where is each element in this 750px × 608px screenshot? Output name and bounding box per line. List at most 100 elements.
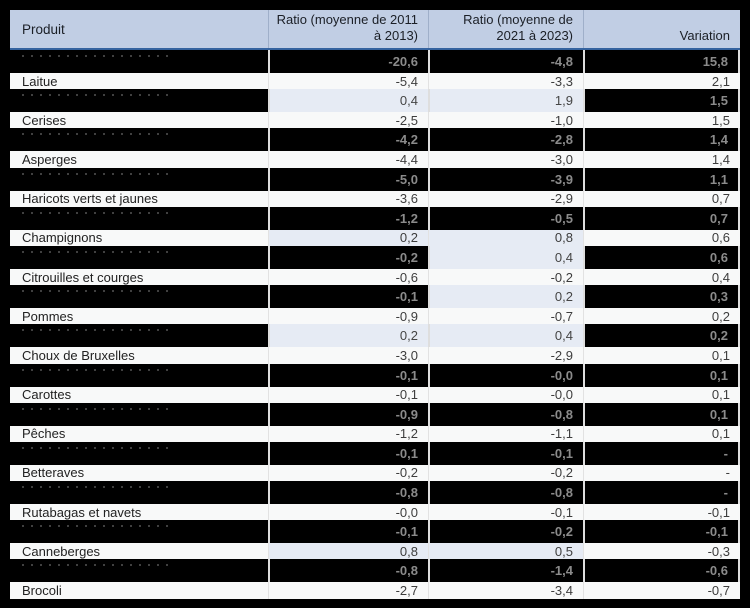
ratio-2011-2013-cell: -0,1	[268, 363, 428, 387]
variation-cell: 1,5	[583, 112, 740, 129]
ratio-2011-2013-cell: -1,2	[268, 206, 428, 230]
ratio-2011-2013-cell: -4,4	[268, 151, 428, 168]
product-name-cell	[10, 324, 268, 347]
table-row: Haricots verts et jaunes -3,6 -2,9 0,7	[10, 190, 740, 207]
ratio-2021-2023-cell: 0,4	[428, 245, 583, 269]
ratio-2011-2013-cell: -4,2	[268, 128, 428, 152]
ratio-2021-2023-cell: -0,8	[428, 402, 583, 426]
product-name-cell	[10, 285, 268, 308]
table-row: Pommes -0,9 -0,7 0,2	[10, 308, 740, 325]
variation-cell: 15,8	[583, 50, 740, 73]
table-row-redacted: 0,2 0,4 0,2	[10, 324, 740, 348]
table-row-redacted: -0,2 0,4 0,6	[10, 245, 740, 269]
ratio-2021-2023-cell: -2,9	[428, 190, 583, 207]
column-header-ratio-2021-2023: Ratio (moyenne de 2021 à 2023)	[428, 10, 583, 48]
table-row: Betteraves -0,2 -0,2-	[10, 464, 740, 482]
product-name-cell: Brocoli	[22, 583, 62, 599]
ratio-2011-2013-cell: -0,6	[268, 268, 428, 286]
ratio-2021-2023-cell: -0,7	[428, 308, 583, 325]
product-name-cell	[10, 520, 268, 543]
variation-cell: -0,1	[583, 504, 740, 521]
table-row-redacted: -0,1 -0,0 0,1	[10, 363, 740, 387]
ratio-2021-2023-cell: -0,2	[428, 520, 583, 544]
ratio-2021-2023-cell: -1,0	[428, 112, 583, 129]
product-name-cell	[10, 442, 268, 465]
ratio-2021-2023-cell: -3,4	[428, 582, 583, 599]
product-name-cell	[10, 481, 268, 504]
product-name-cell	[10, 128, 268, 151]
variation-cell: 1,4	[583, 151, 740, 168]
ratio-2021-2023-cell: 0,8	[428, 229, 583, 246]
variation-cell: 1,4	[583, 128, 740, 152]
ratio-2011-2013-cell: -5,4	[268, 73, 428, 90]
table-row: Pêches -1,2 -1,1 0,1	[10, 425, 740, 442]
ratio-2011-2013-cell: -0,8	[268, 559, 428, 583]
product-name-cell: Citrouilles et courges	[22, 269, 144, 285]
ratio-2011-2013-cell: -3,0	[268, 347, 428, 364]
table-row-redacted: -0,9 -0,8 0,1	[10, 402, 740, 426]
ratio-2011-2013-cell: 0,2	[268, 229, 428, 246]
table-row-redacted: -0,1 0,2 0,3	[10, 285, 740, 309]
variation-cell: 0,1	[583, 363, 740, 387]
product-name-cell: Pommes	[22, 308, 74, 324]
ratio-2011-2013-cell: 0,4	[268, 89, 428, 113]
variation-cell: -	[583, 464, 740, 482]
ratio-2011-2013-cell: -20,6	[268, 50, 428, 73]
product-name-cell: Champignons	[22, 230, 103, 246]
ratio-2011-2013-cell: -0,9	[268, 308, 428, 325]
ratio-2021-2023-cell: -3,9	[428, 167, 583, 191]
table-row: Rutabagas et navets -0,0 -0,1 -0,1	[10, 504, 740, 521]
table-row: Asperges -4,4 -3,0 1,4	[10, 151, 740, 168]
ratio-2011-2013-cell: -5,0	[268, 167, 428, 191]
variation-cell: 0,1	[583, 402, 740, 426]
table-row: Laitue -5,4 -3,3 2,1	[10, 73, 740, 90]
product-name-cell: Rutabagas et navets	[22, 504, 142, 520]
ratio-2021-2023-cell: 0,4	[428, 324, 583, 348]
variation-cell: 2,1	[583, 73, 740, 90]
variation-cell: 0,2	[583, 308, 740, 325]
ratio-2011-2013-cell: -0,1	[268, 386, 428, 403]
ratio-2021-2023-cell: -1,4	[428, 559, 583, 583]
column-header-ratio-2011-2013: Ratio (moyenne de 2011 à 2013)	[268, 10, 428, 48]
variation-cell: 0,3	[583, 285, 740, 309]
ratio-2011-2013-cell: -0,2	[268, 464, 428, 482]
ratio-2021-2023-cell: -0,1	[428, 441, 583, 465]
ratio-2021-2023-cell: -0,0	[428, 363, 583, 387]
table-row: Choux de Bruxelles -3,0 -2,9 0,1	[10, 347, 740, 364]
ratio-2021-2023-cell: 1,9	[428, 89, 583, 113]
ratio-2021-2023-cell: -3,0	[428, 151, 583, 168]
ratio-2021-2023-cell: 0,2	[428, 285, 583, 309]
variation-cell: 0,7	[583, 190, 740, 207]
product-name-cell: Betteraves	[22, 465, 85, 481]
ratio-2011-2013-cell: -0,1	[268, 441, 428, 465]
variation-cell: 0,1	[583, 425, 740, 442]
variation-cell: -0,7	[583, 582, 740, 599]
variation-cell: 0,1	[583, 347, 740, 364]
product-name-cell: Carottes	[22, 387, 72, 403]
ratio-2021-2023-cell: -4,8	[428, 50, 583, 73]
ratio-2021-2023-cell: -0,0	[428, 386, 583, 403]
variation-cell: 1,5	[583, 89, 740, 113]
ratio-2011-2013-cell: -0,1	[268, 520, 428, 544]
table-row: Cerises -2,5 -1,0 1,5	[10, 112, 740, 129]
variation-cell: 0,2	[583, 324, 740, 348]
data-table: Produit Ratio (moyenne de 2011 à 2013) R…	[10, 10, 740, 599]
ratio-2011-2013-cell: -0,1	[268, 285, 428, 309]
ratio-2021-2023-cell: 0,5	[428, 543, 583, 560]
table-row-redacted: -0,1 -0,1-	[10, 441, 740, 465]
table-row: Canneberges 0,8 0,5 -0,3	[10, 543, 740, 560]
column-header-variation: Variation	[583, 10, 740, 48]
table-row-redacted: -0,1 -0,2 -0,1	[10, 520, 740, 544]
product-name-cell: Cerises	[22, 112, 67, 128]
table-row-redacted: -20,6 -4,8 15,8	[10, 50, 740, 73]
ratio-2021-2023-cell: -2,8	[428, 128, 583, 152]
product-name-cell	[10, 246, 268, 269]
variation-cell: 0,7	[583, 206, 740, 230]
ratio-2021-2023-cell: -0,8	[428, 481, 583, 505]
variation-cell: 0,4	[583, 268, 740, 286]
ratio-2011-2013-cell: -2,7	[268, 582, 428, 599]
product-name-cell	[10, 89, 268, 112]
ratio-2021-2023-cell: -0,1	[428, 504, 583, 521]
ratio-2011-2013-cell: -0,9	[268, 402, 428, 426]
ratio-2011-2013-cell: -0,0	[268, 504, 428, 521]
